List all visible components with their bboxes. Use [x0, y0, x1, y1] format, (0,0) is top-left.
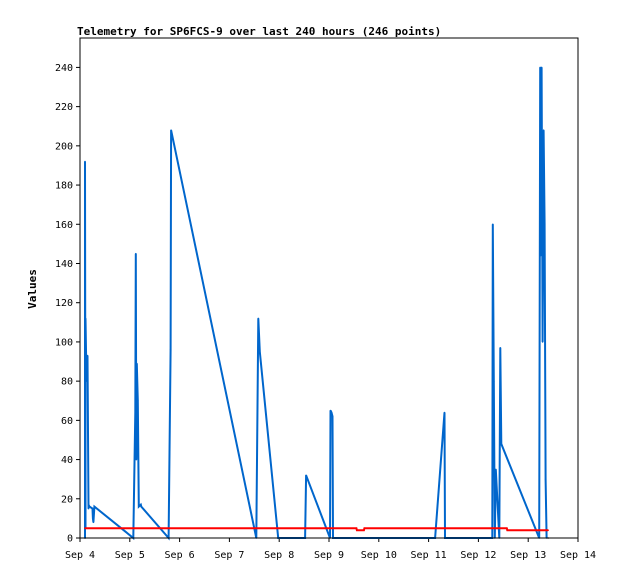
plot-frame — [79, 37, 579, 539]
series-0-point — [135, 458, 138, 461]
series-0-point — [169, 349, 172, 351]
series-layer — [84, 66, 549, 541]
series-0-point — [542, 129, 545, 131]
series-0-point — [84, 160, 86, 163]
series-0-point — [492, 223, 494, 226]
series-0-point — [330, 411, 333, 414]
series-0-point — [259, 350, 261, 353]
series-1-point — [363, 529, 365, 531]
series-1-point — [547, 529, 549, 531]
y-tick-label: 60 — [61, 416, 73, 427]
y-axis-label: Values — [26, 269, 39, 309]
x-tick-label: Sep 9 — [314, 550, 344, 561]
series-1-line — [85, 527, 549, 532]
series-0-point — [84, 317, 87, 320]
x-tick-label: Sep 10 — [361, 550, 397, 561]
series-0-point — [539, 254, 542, 257]
series-1 — [84, 527, 549, 532]
series-0-point — [170, 129, 172, 131]
series-1-point — [84, 527, 86, 529]
series-1-point — [506, 529, 509, 531]
series-0-point — [136, 362, 138, 365]
series-0-point — [140, 505, 143, 508]
series-1-point — [506, 527, 508, 529]
chart-title: Telemetry for SP6FCS-9 over last 240 hou… — [77, 25, 441, 38]
series-0-point — [544, 478, 547, 481]
series-2-point — [547, 537, 549, 539]
x-tick-label: Sep 6 — [165, 550, 195, 561]
y-tick-label: 140 — [55, 259, 73, 270]
series-1-point — [355, 527, 358, 529]
series-0-point — [257, 317, 260, 320]
series-0-point — [541, 341, 544, 343]
x-tick-label: Sep 4 — [65, 550, 95, 561]
series-0 — [84, 66, 548, 541]
y-tick-label: 40 — [61, 455, 73, 466]
y-tick-label: 80 — [61, 377, 73, 388]
y-tick-label: 220 — [55, 102, 73, 113]
series-2-point — [84, 537, 86, 539]
series-0-point — [540, 66, 543, 69]
series-0-point — [329, 409, 332, 412]
series-0-point — [443, 411, 446, 414]
y-tick-label: 240 — [55, 63, 73, 74]
series-1-point — [356, 529, 358, 531]
series-0-point — [137, 399, 139, 402]
y-tick-label: 180 — [55, 181, 73, 192]
series-0-point — [495, 468, 497, 471]
y-tick-label: 120 — [55, 298, 73, 309]
series-0-point — [140, 503, 142, 506]
x-tick-label: Sep 7 — [214, 550, 244, 561]
series-1-point — [363, 527, 366, 529]
series-0-point — [134, 411, 137, 414]
y-tick-label: 160 — [55, 220, 73, 231]
series-0-point — [543, 223, 546, 226]
series-0-point — [92, 521, 95, 524]
series-0-line — [84, 67, 548, 541]
series-0-point — [500, 443, 503, 445]
series-0-point — [91, 507, 94, 510]
x-tick-label: Sep 8 — [264, 550, 294, 561]
series-0-point — [135, 252, 137, 255]
series-0-point — [87, 507, 90, 510]
x-axis: Sep 4 Sep 5 Sep 6 Sep 7 Sep 8 Sep 9 Sep 10 Sep … — [65, 538, 596, 561]
y-tick-label: 0 — [67, 534, 73, 545]
series-0-point — [87, 503, 90, 506]
x-tick-label: Sep 12 — [460, 550, 496, 561]
series-0-point — [92, 517, 94, 520]
series-0-point — [86, 354, 89, 357]
x-tick-label: Sep 14 — [560, 550, 596, 561]
series-0-point — [93, 505, 96, 508]
x-tick-label: Sep 13 — [510, 550, 546, 561]
series-0-point — [305, 474, 307, 477]
series-0-point — [499, 347, 502, 349]
series-0-point — [85, 380, 88, 382]
series-0-point — [138, 505, 140, 508]
series-0-point — [88, 505, 91, 508]
y-tick-label: 20 — [61, 494, 73, 505]
series-2 — [84, 537, 549, 539]
y-tick-label: 100 — [55, 337, 73, 348]
series-0-point — [331, 415, 334, 418]
x-tick-label: Sep 5 — [115, 550, 145, 561]
series-0-point — [539, 66, 541, 69]
x-tick-label: Sep 11 — [411, 550, 447, 561]
y-tick-label: 200 — [55, 141, 73, 152]
series-0-point — [493, 380, 495, 382]
y-axis: 0 20 40 60 80 100 120 140 160 180 200 220 240 — [55, 63, 80, 545]
